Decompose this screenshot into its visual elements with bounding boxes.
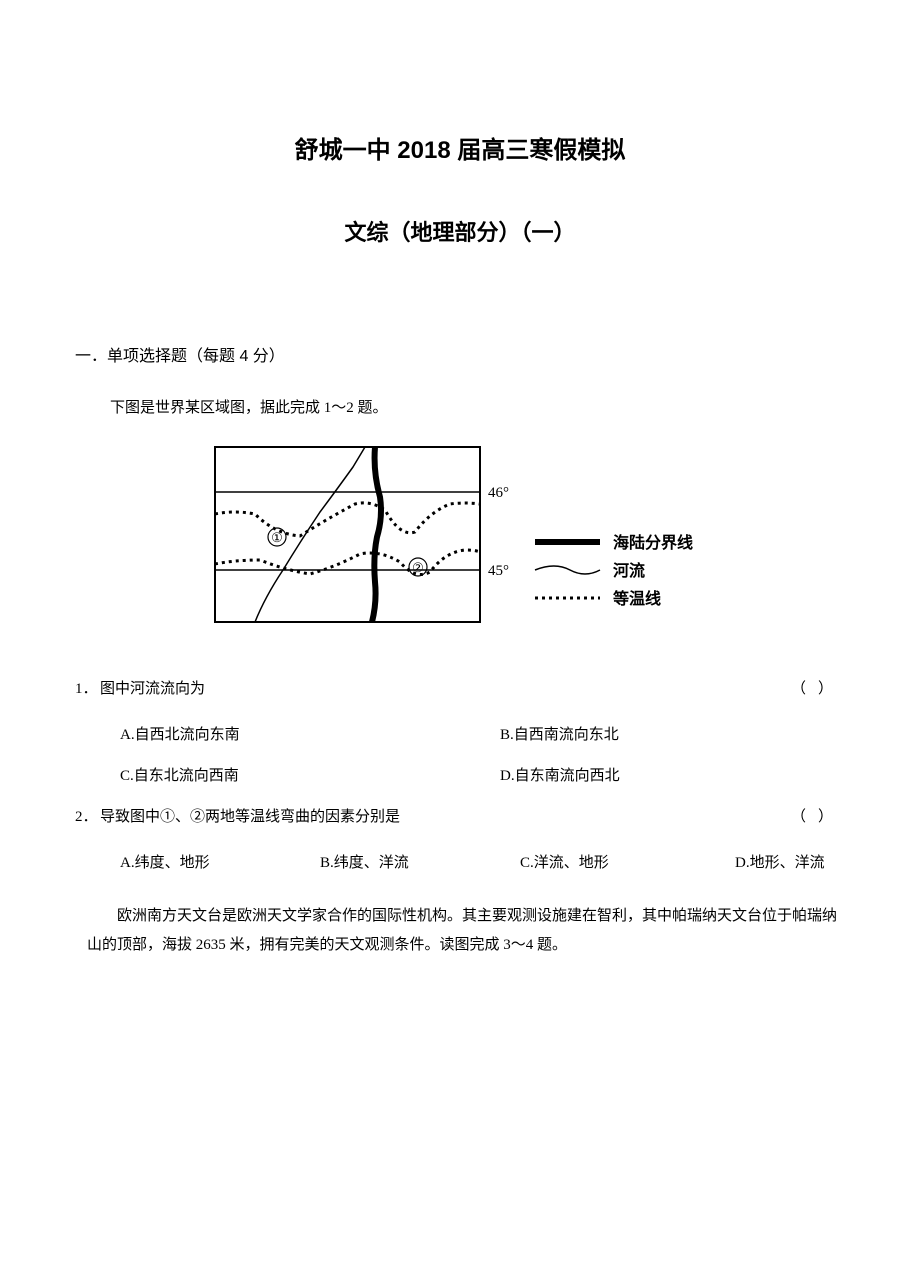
q1-number: 1． xyxy=(75,677,100,698)
legend-river: 河流 xyxy=(613,561,645,580)
legend-isotherm: 等温线 xyxy=(612,589,661,608)
q1-option-b: B.自西南流向东北 xyxy=(500,723,845,744)
question-2: 2． 导致图中①、②两地等温线弯曲的因素分别是 （） xyxy=(75,805,845,826)
exam-title: 舒城一中 2018 届高三寒假模拟 xyxy=(75,130,845,165)
q1-option-d: D.自东南流向西北 xyxy=(500,764,845,785)
q1-text: 图中河流流向为 xyxy=(100,677,791,698)
q2-option-b: B.纬度、洋流 xyxy=(320,851,520,872)
marker-1: ① xyxy=(271,530,283,545)
passage-2: 欧洲南方天文台是欧洲天文学家合作的国际性机构。其主要观测设施建在智利，其中帕瑞纳… xyxy=(87,902,845,959)
q2-option-c: C.洋流、地形 xyxy=(520,851,735,872)
instruction-1: 下图是世界某区域图，据此完成 1～2 题。 xyxy=(110,396,845,417)
q2-text: 导致图中①、②两地等温线弯曲的因素分别是 xyxy=(100,805,791,826)
exam-subtitle: 文综（地理部分）（一） xyxy=(75,215,845,247)
section-header: 一．单项选择题（每题 4 分） xyxy=(75,342,845,366)
map-figure: 46° 45° ① ② 海陆分界线 河流 等温线 xyxy=(205,442,715,642)
marker-2: ② xyxy=(412,560,424,575)
legend-coastline: 海陆分界线 xyxy=(613,533,693,552)
q1-option-c: C.自东北流向西南 xyxy=(120,764,500,785)
figure-container: 46° 45° ① ② 海陆分界线 河流 等温线 xyxy=(75,442,845,642)
q1-paren: （） xyxy=(791,677,845,698)
q1-options-ab: A.自西北流向东南 B.自西南流向东北 xyxy=(120,723,845,744)
lat-46-label: 46° xyxy=(488,485,509,501)
lat-45-label: 45° xyxy=(488,563,509,579)
q2-option-a: A.纬度、地形 xyxy=(120,851,320,872)
q2-option-d: D.地形、洋流 xyxy=(735,851,845,872)
q2-number: 2． xyxy=(75,805,100,826)
q2-options: A.纬度、地形 B.纬度、洋流 C.洋流、地形 D.地形、洋流 xyxy=(120,851,845,872)
q2-paren: （） xyxy=(791,805,845,826)
question-1: 1． 图中河流流向为 （） xyxy=(75,677,845,698)
q1-option-a: A.自西北流向东南 xyxy=(120,723,500,744)
q1-options-cd: C.自东北流向西南 D.自东南流向西北 xyxy=(120,764,845,785)
